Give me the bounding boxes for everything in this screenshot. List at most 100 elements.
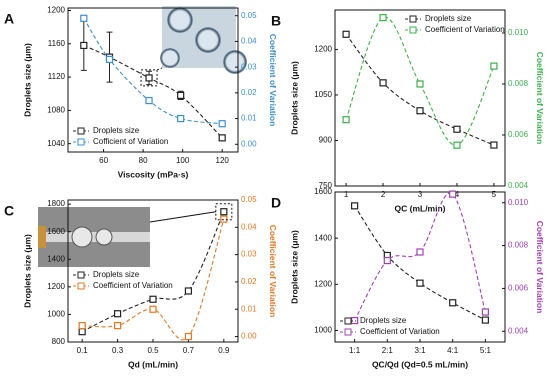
y2-tick-label: 0.00 bbox=[241, 332, 257, 341]
marker bbox=[481, 308, 489, 316]
marker bbox=[490, 62, 498, 70]
x-axis-label: QC/Qd (Qd=0.5 mL/min) bbox=[372, 359, 468, 369]
y2-tick-label: 0.004 bbox=[508, 326, 529, 335]
marker bbox=[149, 305, 157, 313]
x-axis-label: QC (mL/min) bbox=[395, 203, 446, 213]
marker bbox=[184, 287, 193, 295]
marker bbox=[78, 328, 86, 336]
legend-marker bbox=[409, 26, 417, 34]
marker bbox=[105, 55, 114, 64]
x-tick-label: 60 bbox=[99, 156, 108, 165]
series-line bbox=[354, 205, 486, 321]
marker bbox=[416, 107, 424, 115]
marker bbox=[481, 316, 489, 324]
y-tick-label: 1200 bbox=[47, 6, 65, 15]
x-tick-label: 5 bbox=[492, 190, 497, 199]
marker bbox=[184, 332, 193, 341]
y2-tick-label: 0.05 bbox=[241, 195, 257, 204]
marker bbox=[218, 134, 226, 142]
x-tick-label: 4 bbox=[455, 190, 460, 199]
y-tick-label: 1200 bbox=[314, 279, 332, 288]
series-line bbox=[345, 16, 495, 146]
y2-tick-label: 0.04 bbox=[241, 222, 257, 231]
legend-label: Droplets size bbox=[425, 14, 472, 23]
x-tick-label: 5:1 bbox=[480, 346, 492, 355]
marker bbox=[78, 322, 86, 330]
legend-marker bbox=[77, 127, 85, 135]
y2-axis-label: Coefficient of Variation bbox=[535, 52, 545, 145]
callout-line bbox=[156, 67, 163, 71]
plot-frame bbox=[67, 7, 239, 153]
y-tick-label: 900 bbox=[319, 136, 333, 145]
marker bbox=[416, 80, 424, 88]
y2-axis-label: Coefficient of Variation bbox=[268, 225, 278, 318]
marker bbox=[453, 125, 461, 133]
x-tick-label: 80 bbox=[139, 156, 148, 165]
y2-tick-label: 0.004 bbox=[508, 181, 529, 190]
y-tick-label: 1120 bbox=[48, 72, 66, 81]
y2-tick-label: 0.01 bbox=[241, 304, 257, 313]
y2-tick-label: 0.008 bbox=[508, 241, 529, 250]
callout-line bbox=[149, 211, 216, 223]
y-tick-label: 1160 bbox=[48, 39, 66, 48]
panel-label: D bbox=[271, 195, 281, 211]
marker bbox=[490, 141, 498, 149]
marker bbox=[416, 248, 424, 256]
marker bbox=[113, 310, 122, 318]
x-axis-label: Viscosity (mPa·s) bbox=[118, 169, 189, 179]
x-tick-label: 0.1 bbox=[77, 346, 89, 355]
y2-axis-label: Coefficient of Variation bbox=[535, 221, 545, 314]
x-tick-label: 0.7 bbox=[183, 346, 195, 355]
y-tick-label: 1050 bbox=[314, 90, 332, 99]
y-tick-label: 750 bbox=[319, 181, 333, 190]
y-tick-label: 1000 bbox=[47, 310, 65, 319]
marker bbox=[80, 41, 88, 50]
marker bbox=[177, 114, 185, 123]
inset-photo-c bbox=[38, 207, 150, 267]
y2-tick-label: 0.03 bbox=[241, 62, 257, 71]
y2-tick-label: 0.05 bbox=[241, 11, 257, 20]
y-tick-label: 1800 bbox=[47, 199, 65, 208]
y-axis-label: Droplets size (μm) bbox=[289, 61, 299, 135]
y2-tick-label: 0.006 bbox=[508, 130, 529, 139]
y2-tick-label: 0.006 bbox=[508, 284, 529, 293]
x-axis-label: Qd (mL/min) bbox=[128, 359, 178, 369]
y-axis-label: Droplets size (μm) bbox=[289, 230, 299, 304]
x-tick-label: 3:1 bbox=[414, 346, 426, 355]
series-line bbox=[354, 192, 486, 321]
y-tick-label: 1200 bbox=[314, 45, 332, 54]
legend-marker bbox=[344, 317, 352, 325]
y-tick-label: 1400 bbox=[314, 233, 332, 242]
marker bbox=[383, 256, 391, 265]
panel-label: A bbox=[4, 11, 14, 27]
legend-marker bbox=[77, 138, 85, 146]
marker bbox=[351, 202, 359, 210]
y2-tick-label: 0.010 bbox=[508, 198, 529, 207]
marker bbox=[113, 322, 122, 330]
marker bbox=[145, 74, 153, 82]
y2-tick-label: 0.02 bbox=[241, 277, 257, 286]
legend-marker bbox=[409, 15, 417, 23]
x-tick-label: 4:1 bbox=[447, 346, 459, 355]
marker bbox=[453, 141, 461, 149]
y-axis-label: Droplets size (μm) bbox=[22, 43, 32, 117]
y-tick-label: 1200 bbox=[47, 282, 65, 291]
legend-marker bbox=[344, 328, 352, 336]
marker bbox=[449, 299, 457, 307]
legend-label: Droplets size bbox=[93, 126, 140, 135]
y-tick-label: 1400 bbox=[47, 254, 65, 263]
legend-marker bbox=[77, 271, 85, 279]
y-axis-label: Droplets size (μm) bbox=[22, 234, 32, 308]
y-tick-label: 1040 bbox=[47, 139, 65, 148]
y-tick-label: 1000 bbox=[314, 326, 332, 335]
y2-tick-label: 0.02 bbox=[241, 88, 257, 97]
marker bbox=[145, 96, 153, 105]
x-tick-label: 0.9 bbox=[218, 346, 230, 355]
y2-tick-label: 0.010 bbox=[508, 28, 529, 37]
x-tick-label: 0.5 bbox=[147, 346, 159, 355]
marker bbox=[80, 14, 88, 22]
y2-tick-label: 0.01 bbox=[241, 114, 257, 123]
y-tick-label: 1080 bbox=[47, 105, 65, 114]
marker bbox=[218, 120, 226, 128]
